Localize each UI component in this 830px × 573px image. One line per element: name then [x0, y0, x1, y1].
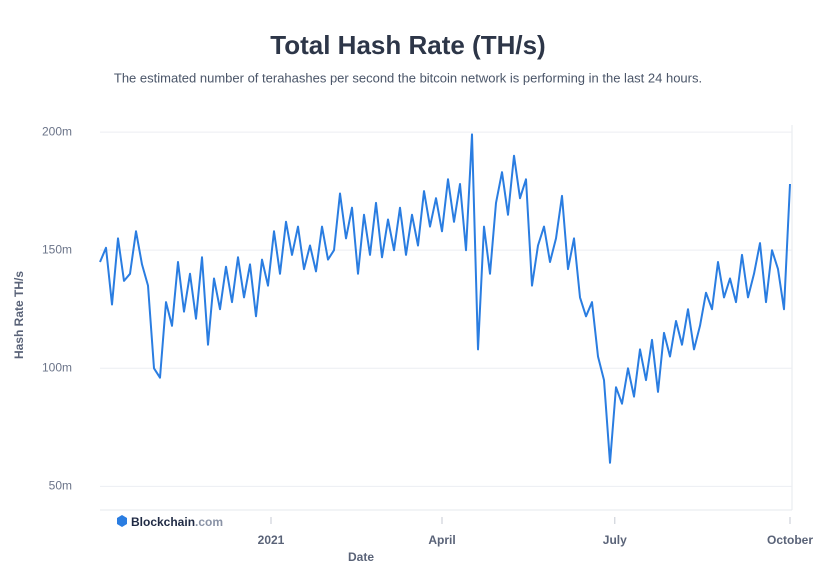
chart-title: Total Hash Rate (TH/s): [270, 30, 545, 60]
watermark-name: Blockchain: [131, 515, 195, 529]
y-tick-label: 200m: [42, 124, 72, 138]
chart-subtitle: The estimated number of terahashes per s…: [114, 70, 702, 85]
y-tick-label: 50m: [49, 479, 72, 493]
x-tick-label: 2021: [258, 533, 285, 547]
x-tick-label: July: [603, 533, 627, 547]
x-axis-label: Date: [348, 550, 374, 564]
y-axis-label: Hash Rate TH/s: [12, 271, 26, 359]
watermark: Blockchain.com: [131, 515, 223, 529]
logo-icon: [117, 515, 127, 527]
y-tick-label: 150m: [42, 242, 72, 256]
watermark-suffix: .com: [195, 515, 223, 529]
x-tick-label: April: [428, 533, 455, 547]
data-line: [99, 133, 791, 464]
y-tick-label: 100m: [42, 360, 72, 374]
x-tick-label: October: [767, 533, 813, 547]
